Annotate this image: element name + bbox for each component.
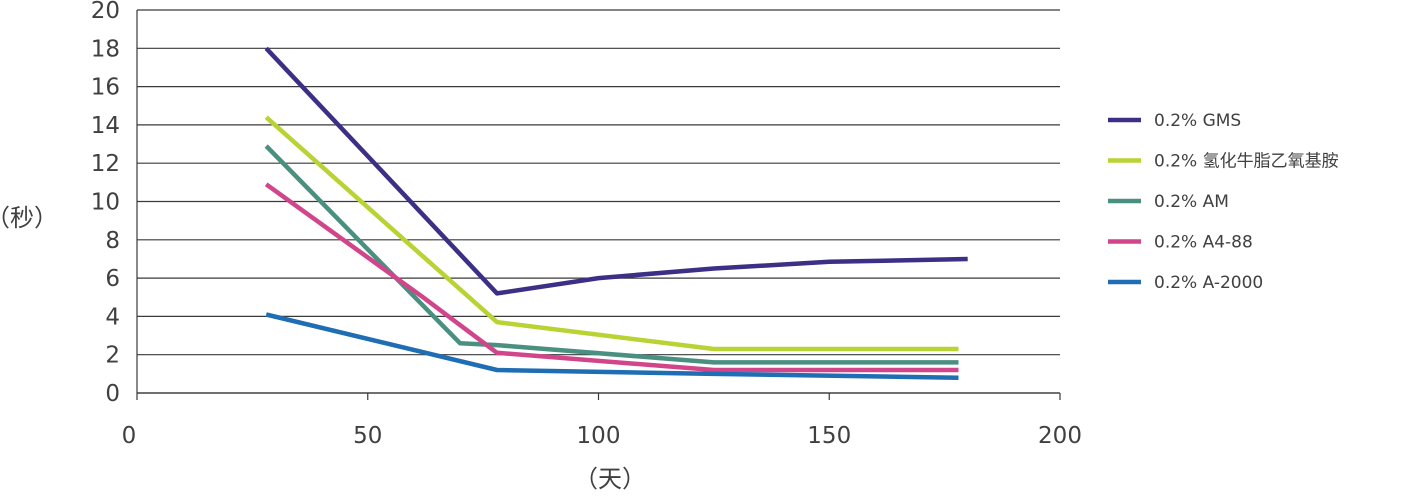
y-tick-label: 0 <box>105 381 120 407</box>
legend-label: 0.2% AM <box>1154 192 1229 212</box>
x-tick-label: 100 <box>577 423 621 449</box>
legend: 0.2% GMS 0.2% 氢化牛脂乙氧基胺 0.2% AM 0.2% A4-88 0.… <box>1108 111 1339 293</box>
y-tick-label: 4 <box>105 304 120 330</box>
x-axis-label: （天） <box>574 465 646 493</box>
data-series <box>264 46 968 380</box>
legend-label: 0.2% A4-88 <box>1154 233 1253 253</box>
legend-label: 0.2% A-2000 <box>1154 273 1263 293</box>
y-tick-label: 6 <box>105 266 120 292</box>
series-line-5 <box>265 312 959 380</box>
legend-label: 0.2% GMS <box>1154 111 1241 131</box>
y-tick-label: 14 <box>91 113 120 139</box>
y-tick-label: 2 <box>105 343 120 369</box>
y-tick-label: 12 <box>91 151 120 177</box>
y-tick-label: 10 <box>91 190 120 216</box>
x-tick-label: 0 <box>122 423 137 449</box>
series-line-2 <box>264 115 959 352</box>
y-axis: 0 2 4 6 8 10 12 14 16 18 20 <box>91 0 138 407</box>
y-axis-label: （秒） <box>0 204 58 232</box>
legend-label: 0.2% 氢化牛脂乙氧基胺 <box>1154 152 1339 172</box>
x-axis: 0 50 100 150 200 <box>122 392 1082 449</box>
series-line-3 <box>264 144 959 365</box>
x-tick-label: 150 <box>807 423 851 449</box>
x-tick-label: 50 <box>353 423 382 449</box>
series-line-4 <box>264 182 959 373</box>
x-tick-label: 200 <box>1038 423 1082 449</box>
series-line-1 <box>264 46 968 296</box>
y-tick-label: 18 <box>91 36 120 62</box>
y-tick-label: 8 <box>105 228 120 254</box>
y-tick-label: 20 <box>91 0 120 24</box>
y-tick-label: 16 <box>91 75 120 101</box>
